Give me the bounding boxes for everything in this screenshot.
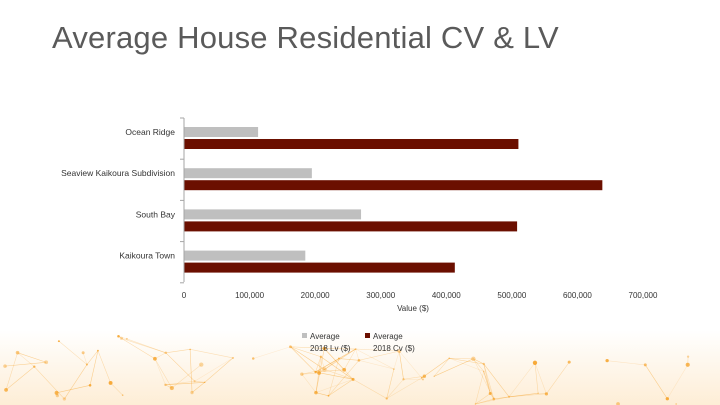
- bar-lv: [184, 127, 259, 137]
- bar-cv: [184, 180, 603, 191]
- axes: [180, 117, 185, 284]
- bar-cv: [184, 262, 455, 273]
- legend-label: 2018 Cv ($): [373, 344, 415, 353]
- x-tick-label: 0: [182, 291, 187, 300]
- x-tick-label: 500,000: [497, 291, 526, 300]
- x-axis-title: Value ($): [397, 304, 429, 313]
- category-label: Kaikoura Town: [119, 251, 175, 261]
- bar-cv: [184, 221, 518, 232]
- category-label: South Bay: [136, 209, 176, 219]
- x-tick-label: 700,000: [629, 291, 658, 300]
- x-tick-labels: 0 100,000 200,000 300,000 400,000 500,000 600,…: [182, 291, 658, 300]
- category-label: Seaview Kaikoura Subdivision: [61, 168, 175, 178]
- x-tick-label: 100,000: [235, 291, 264, 300]
- bar-lv: [184, 250, 306, 261]
- x-tick-label: 400,000: [432, 291, 461, 300]
- legend: Average 2018 Lv ($) Average 2018 Cv ($): [302, 332, 415, 353]
- legend-swatch-cv: [365, 333, 370, 338]
- legend-label: Average: [373, 332, 403, 341]
- category-labels: Ocean Ridge Seaview Kaikoura Subdivision S…: [61, 127, 176, 261]
- bar-cv: [184, 139, 519, 149]
- bar-lv: [184, 168, 312, 179]
- x-tick-label: 600,000: [563, 291, 592, 300]
- legend-swatch-lv: [302, 333, 307, 338]
- legend-label: Average: [310, 332, 340, 341]
- x-tick-label: 200,000: [301, 291, 330, 300]
- category-label: Ocean Ridge: [125, 127, 175, 137]
- legend-label: 2018 Lv ($): [310, 344, 351, 353]
- x-tick-label: 300,000: [366, 291, 395, 300]
- bar-lv: [184, 209, 362, 220]
- bars: [184, 127, 603, 273]
- slide-title: Average House Residential CV & LV: [52, 20, 559, 55]
